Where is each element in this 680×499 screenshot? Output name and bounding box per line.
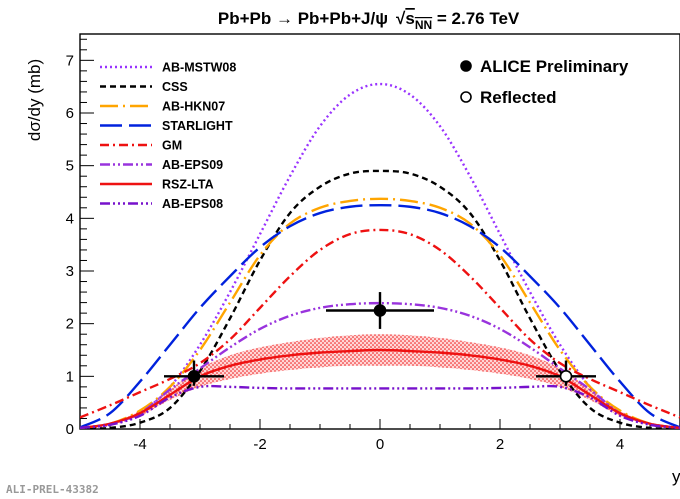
energy-value: = 2.76 TeV xyxy=(432,9,520,28)
legend-entry-ab-mstw08: AB-MSTW08 xyxy=(100,61,236,75)
x-tick-label: 2 xyxy=(496,436,504,453)
y-tick-label: 0 xyxy=(66,421,74,438)
series-starlight xyxy=(80,203,680,429)
series-ab-eps09 xyxy=(80,301,680,429)
marker xyxy=(187,370,201,383)
band-rsz-lta xyxy=(80,334,680,428)
y-tick-label: 3 xyxy=(66,263,74,280)
x-tick-label: 4 xyxy=(616,436,624,453)
chart-title: Pb+Pb → Pb+Pb+J/ψ √sNN = 2.76 TeV xyxy=(218,9,520,32)
legend-models: AB-MSTW08 CSS AB-HKN07 STARLIGHT GM AB-EPS09 R… xyxy=(100,61,236,211)
x-tick-label: -4 xyxy=(133,436,146,453)
series-rsz-lta xyxy=(80,348,680,429)
data-point-alice-preliminary xyxy=(164,360,224,386)
y-axis-label: dσ/dy (mb) xyxy=(25,59,44,141)
x-axis-label: y xyxy=(672,467,680,486)
legend-data: ALICE Preliminary Reflected xyxy=(460,57,629,107)
legend-label: Reflected xyxy=(480,88,557,107)
legend-label: AB-MSTW08 xyxy=(162,61,236,75)
data-point-alice-preliminary xyxy=(326,292,434,329)
series-ab-eps08 xyxy=(80,384,680,429)
series-gm xyxy=(80,228,680,419)
y-tick-label: 4 xyxy=(66,210,74,227)
y-tick-label: 2 xyxy=(66,316,74,333)
legend-entry-alice-preliminary: ALICE Preliminary xyxy=(460,57,629,76)
y-tick-label: 6 xyxy=(66,105,74,122)
legend-entry-ab-eps09: AB-EPS09 xyxy=(100,158,223,172)
legend-label: ALICE Preliminary xyxy=(480,57,629,76)
legend-marker xyxy=(460,60,472,72)
marker xyxy=(559,370,573,383)
legend-label: GM xyxy=(162,139,182,153)
legend-label: AB-HKN07 xyxy=(162,100,225,114)
marker xyxy=(373,304,387,317)
band-layer xyxy=(80,334,680,428)
legend-label: STARLIGHT xyxy=(162,119,233,133)
x-tick-label: 0 xyxy=(376,436,384,453)
data-point-reflected xyxy=(536,360,596,386)
legend-label: AB-EPS08 xyxy=(162,197,223,211)
title-text: Pb+Pb → Pb+Pb+J/ψ xyxy=(218,9,388,28)
y-tick-label: 1 xyxy=(66,368,74,385)
energy-label: √sNN = 2.76 TeV xyxy=(396,9,520,32)
legend-entry-reflected: Reflected xyxy=(460,88,557,107)
legend-entry-gm: GM xyxy=(100,139,182,153)
legend-entry-starlight: STARLIGHT xyxy=(100,119,233,133)
energy-root: √ xyxy=(396,9,406,28)
points-layer xyxy=(164,292,596,386)
legend-entry-ab-eps08: AB-EPS08 xyxy=(100,197,223,211)
legend-entry-css: CSS xyxy=(100,80,188,94)
legend-label: CSS xyxy=(162,80,188,94)
legend-label: AB-EPS09 xyxy=(162,158,223,172)
legend-marker xyxy=(460,91,472,103)
y-tick-label: 5 xyxy=(66,158,74,175)
energy-s: s xyxy=(405,9,414,28)
series-ab-mstw08 xyxy=(80,82,680,429)
series-layer xyxy=(80,82,680,429)
legend-label: RSZ-LTA xyxy=(162,178,214,192)
series-css xyxy=(80,169,680,429)
legend-entry-rsz-lta: RSZ-LTA xyxy=(100,178,214,192)
footer-label: ALI-PREL-43382 xyxy=(6,483,99,496)
legend-entry-ab-hkn07: AB-HKN07 xyxy=(100,100,225,114)
x-tick-label: -2 xyxy=(253,436,266,453)
energy-subscript: NN xyxy=(415,18,432,32)
y-tick-label: 7 xyxy=(66,52,74,69)
